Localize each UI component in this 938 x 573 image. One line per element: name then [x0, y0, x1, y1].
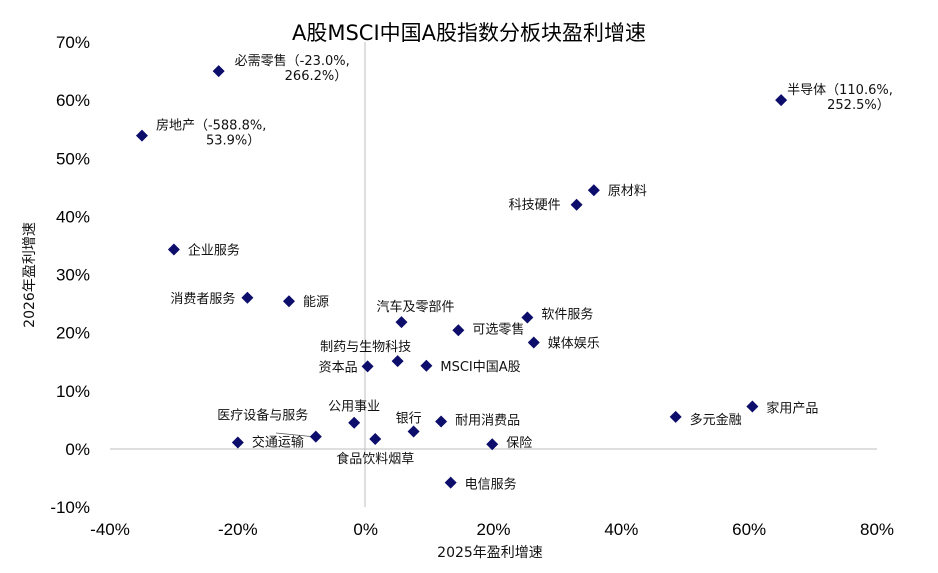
y-tick-labels: -10% 0% 10% 20% 30% 40% 50% 60% 70%	[50, 33, 90, 517]
y-tick-label: 50%	[56, 149, 90, 168]
point-label: 房地产（-588.8%,	[156, 118, 266, 134]
data-point	[231, 436, 244, 449]
point-label: 多元金融	[690, 412, 742, 428]
point-label: 电信服务	[465, 477, 517, 493]
point-label: 半导体（110.6%,	[787, 83, 893, 98]
data-point	[486, 438, 499, 451]
data-point	[435, 415, 448, 428]
point-label: 医疗设备与服务	[217, 408, 308, 424]
data-point	[282, 295, 295, 308]
y-tick-label: 0%	[65, 440, 90, 459]
point-label: 公用事业	[328, 400, 380, 415]
point-label: 交通运输	[252, 434, 304, 450]
x-tick-label: 80%	[860, 520, 894, 539]
point-labels: 必需零售（-23.0%,266.2%） 房地产（-588.8%,53.9%） 半导体…	[156, 53, 893, 493]
point-label: 可选零售	[472, 321, 524, 337]
data-point	[452, 324, 465, 337]
point-label: 保险	[506, 436, 532, 451]
data-point	[391, 355, 404, 368]
data-point	[444, 476, 457, 489]
data-point	[407, 425, 420, 438]
data-point	[241, 291, 254, 304]
y-tick-label: -10%	[50, 498, 90, 517]
point-label: MSCI中国A股	[440, 360, 520, 375]
data-point	[361, 360, 374, 373]
y-tick-label: 60%	[56, 91, 90, 110]
y-tick-label: 70%	[56, 33, 90, 52]
y-axis-title: 2026年盈利增速	[22, 222, 38, 328]
x-tick-label: -40%	[90, 520, 130, 539]
y-tick-label: 20%	[56, 324, 90, 343]
point-label: 食品饮料烟草	[336, 451, 414, 467]
data-points	[135, 65, 788, 489]
point-label: 银行	[396, 411, 422, 426]
y-tick-label: 40%	[56, 207, 90, 226]
data-point	[212, 65, 225, 78]
point-label: 资本品	[319, 360, 358, 375]
data-point	[420, 359, 433, 372]
x-tick-label: 60%	[732, 520, 766, 539]
chart-title: A股MSCI中国A股指数分板块盈利增速	[292, 21, 646, 45]
point-label: 媒体娱乐	[548, 337, 600, 352]
point-label: 企业服务	[188, 243, 240, 259]
data-point	[775, 94, 788, 107]
x-tick-label: 20%	[476, 520, 510, 539]
data-point	[669, 410, 682, 423]
point-label-line2: 53.9%）	[206, 134, 260, 149]
data-point	[746, 400, 759, 413]
point-label-line2: 252.5%）	[827, 98, 890, 113]
point-label: 原材料	[608, 184, 647, 199]
x-tick-label: 40%	[604, 520, 638, 539]
point-label: 家用产品	[766, 400, 818, 416]
data-point	[587, 184, 600, 197]
point-label: 消费者服务	[170, 291, 235, 307]
y-tick-label: 30%	[56, 266, 90, 285]
point-label: 能源	[303, 295, 329, 310]
point-label: 汽车及零部件	[376, 299, 454, 315]
data-point	[135, 129, 148, 142]
point-label-line2: 266.2%）	[285, 69, 348, 84]
data-point	[309, 430, 322, 443]
data-point	[395, 316, 408, 329]
data-point	[167, 243, 180, 256]
point-label: 科技硬件	[509, 198, 561, 213]
point-label: 制药与生物科技	[320, 340, 411, 355]
data-point	[369, 432, 382, 445]
y-tick-label: 10%	[56, 382, 90, 401]
leader-line	[275, 432, 317, 438]
data-point	[521, 311, 534, 324]
point-label: 耐用消费品	[455, 414, 520, 429]
data-point	[570, 198, 583, 211]
x-axis-title: 2025年盈利增速	[437, 545, 543, 561]
data-point	[348, 416, 361, 429]
data-point	[527, 336, 540, 349]
x-tick-label: -20%	[218, 520, 258, 539]
x-tick-labels: -40% -20% 0% 20% 40% 60% 80%	[90, 520, 894, 539]
x-tick-label: 0%	[353, 520, 378, 539]
point-label: 软件服务	[541, 307, 593, 323]
point-label: 必需零售（-23.0%,	[235, 53, 350, 69]
